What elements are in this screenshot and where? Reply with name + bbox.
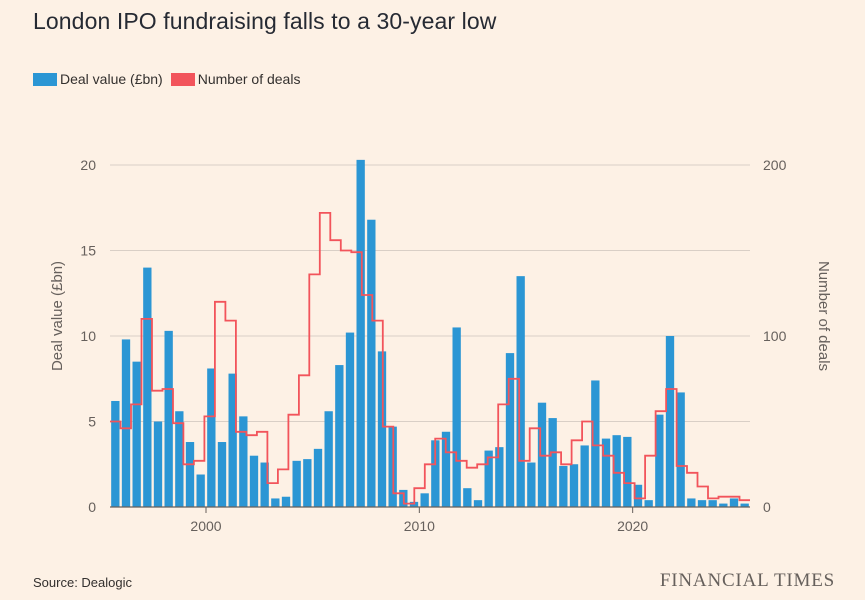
legend: Deal value (£bn) Number of deals	[33, 71, 308, 87]
bar	[367, 219, 376, 507]
bar	[452, 327, 461, 507]
bar	[612, 435, 621, 507]
legend-item-deal-value: Deal value (£bn)	[33, 71, 163, 87]
bar	[185, 442, 195, 507]
bar	[676, 392, 685, 507]
y-tick-label: 5	[88, 414, 96, 430]
bar	[303, 459, 312, 507]
bar	[484, 450, 493, 507]
y-tick-label: 20	[80, 157, 96, 173]
legend-label-deal-value: Deal value (£bn)	[60, 71, 163, 87]
bar	[559, 465, 568, 507]
chart-title: London IPO fundraising falls to a 30-yea…	[33, 8, 497, 34]
y-tick-label: 15	[80, 243, 96, 259]
bar	[292, 460, 301, 507]
bar	[228, 373, 237, 507]
bar	[708, 500, 717, 507]
y2-tick-label: 200	[763, 157, 787, 173]
bar	[473, 500, 483, 507]
bar	[548, 418, 557, 507]
bar	[591, 380, 600, 507]
bar	[271, 498, 280, 507]
bar	[431, 440, 440, 507]
deals-step-line	[110, 212, 750, 505]
bar	[719, 503, 728, 507]
publisher-logo: FINANCIAL TIMES	[659, 570, 835, 591]
x-tick-label: 2020	[617, 518, 648, 534]
y-tick-label: 10	[80, 328, 96, 344]
bar	[580, 445, 589, 507]
bar	[740, 503, 749, 507]
bar	[644, 500, 653, 507]
bar	[516, 276, 525, 507]
bar	[260, 462, 269, 507]
bar	[505, 353, 515, 507]
legend-swatch-bar	[33, 72, 57, 86]
legend-label-number-of-deals: Number of deals	[197, 71, 301, 87]
legend-swatch-line	[170, 72, 195, 86]
bar	[324, 411, 333, 507]
bar	[569, 464, 579, 507]
y2-axis-title: Number of deals	[815, 261, 832, 371]
bar	[143, 267, 152, 507]
bar	[601, 438, 611, 507]
bar	[207, 368, 216, 507]
bar	[441, 431, 451, 507]
bar	[111, 400, 120, 507]
bar	[527, 462, 536, 507]
bar	[655, 414, 664, 507]
x-tick-label: 2000	[190, 518, 221, 534]
bar	[196, 474, 205, 507]
bar	[463, 488, 472, 507]
bar	[420, 493, 429, 507]
bar	[132, 361, 141, 507]
bar	[335, 365, 344, 507]
bar	[153, 421, 163, 507]
bar	[729, 498, 739, 507]
y2-tick-label: 100	[763, 328, 787, 344]
bar	[249, 455, 259, 507]
bar	[665, 336, 675, 507]
bar	[164, 330, 173, 507]
bar	[345, 332, 355, 507]
x-tick-label: 2010	[404, 518, 435, 534]
legend-item-number-of-deals: Number of deals	[170, 71, 301, 87]
bar	[633, 484, 643, 507]
bar	[217, 442, 227, 507]
bar	[687, 498, 696, 507]
bar	[239, 416, 248, 507]
bar	[281, 496, 291, 507]
bar	[121, 339, 131, 507]
source-note: Source: Dealogic	[33, 575, 132, 590]
bar	[623, 436, 632, 507]
bar	[377, 351, 387, 507]
bar	[313, 448, 323, 507]
y2-tick-label: 0	[763, 499, 771, 515]
y-axis-title: Deal value (£bn)	[49, 261, 66, 371]
bar	[495, 447, 504, 507]
bar	[175, 411, 184, 507]
bar	[356, 159, 365, 507]
y-tick-label: 0	[88, 499, 96, 515]
bar	[697, 500, 707, 507]
